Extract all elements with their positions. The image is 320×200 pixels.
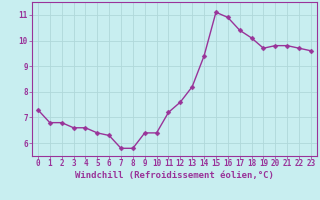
- X-axis label: Windchill (Refroidissement éolien,°C): Windchill (Refroidissement éolien,°C): [75, 171, 274, 180]
